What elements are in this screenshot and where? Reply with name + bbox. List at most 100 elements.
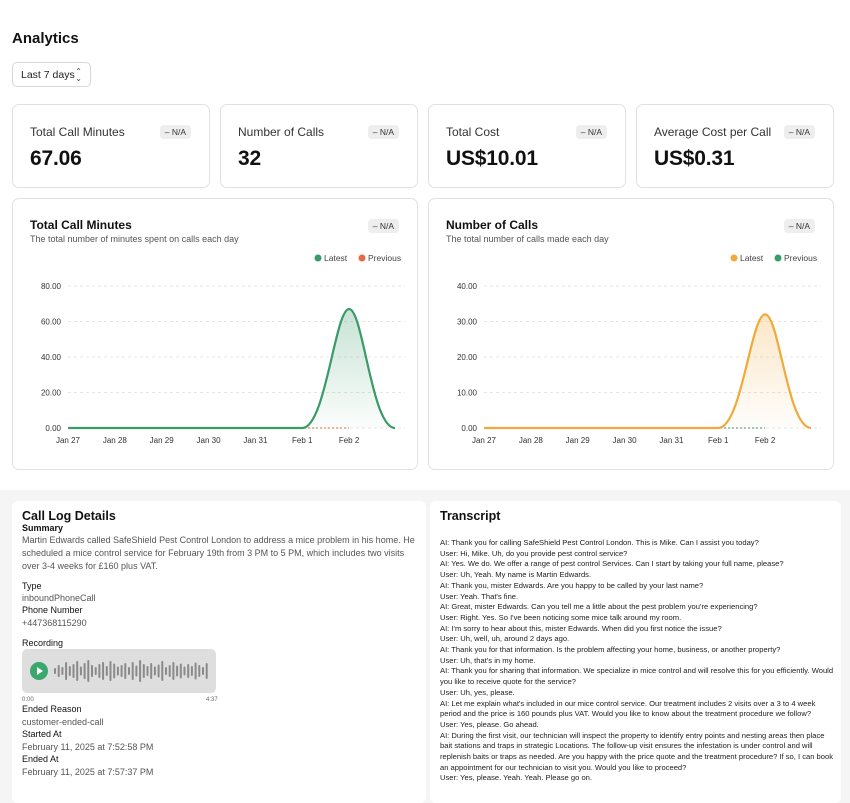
transcript-line: User: Uh, well, uh, around 2 days ago. bbox=[440, 634, 570, 644]
transcript-line: AI: Thank you for sharing that informati… bbox=[440, 666, 834, 687]
change-badge: – N/A bbox=[367, 125, 399, 139]
x-tick-label: Jan 30 bbox=[613, 436, 638, 445]
transcript-line: AI: Yes. We do. We offer a range of pest… bbox=[440, 559, 784, 569]
y-tick-label: 40.00 bbox=[457, 282, 478, 291]
chart-subtitle: The total number of minutes spent on cal… bbox=[30, 234, 239, 244]
y-tick-label: 80.00 bbox=[41, 282, 62, 291]
y-tick-label: 0.00 bbox=[45, 424, 61, 433]
type-value: inboundPhoneCall bbox=[22, 593, 96, 603]
legend-label: Latest bbox=[740, 253, 764, 263]
legend-dot bbox=[314, 254, 322, 262]
legend-dot bbox=[730, 254, 738, 262]
transcript-line: AI: Thank you, mister Edwards. Are you h… bbox=[440, 580, 704, 590]
change-badge: – N/A bbox=[159, 125, 191, 139]
ended-reason-label: Ended Reason bbox=[22, 704, 82, 714]
stat-card-number-of-calls: Number of Calls – N/A 32 bbox=[220, 104, 418, 188]
stat-label: Number of Calls bbox=[238, 125, 325, 139]
started-at-value: February 11, 2025 at 7:52:58 PM bbox=[22, 742, 154, 752]
legend-label: Latest bbox=[324, 253, 348, 263]
y-tick-label: 40.00 bbox=[41, 353, 62, 362]
y-tick-label: 20.00 bbox=[457, 353, 478, 362]
y-tick-label: 10.00 bbox=[457, 389, 478, 398]
transcript-line: AI: Let me explain what's included in ou… bbox=[440, 698, 816, 719]
x-tick-label: Jan 29 bbox=[150, 436, 175, 445]
transcript-line: AI: Great, mister Edwards. Can you tell … bbox=[440, 602, 758, 612]
transcript-line: User: Uh, yes, please. bbox=[440, 687, 515, 697]
x-tick-label: Jan 28 bbox=[519, 436, 544, 445]
x-tick-label: Feb 1 bbox=[292, 436, 313, 445]
chart-title: Number of Calls bbox=[446, 218, 539, 232]
legend-label: Previous bbox=[784, 253, 817, 263]
waveform-icon[interactable] bbox=[54, 657, 212, 685]
phone-value: +447368115290 bbox=[22, 618, 87, 628]
transcript-body: AI: Thank you for calling SafeShield Pes… bbox=[440, 538, 836, 784]
audio-player[interactable] bbox=[22, 649, 216, 693]
ended-at-value: February 11, 2025 at 7:57:37 PM bbox=[22, 767, 154, 777]
stat-card-total-cost: Total Cost – N/A US$10.01 bbox=[428, 104, 626, 188]
series-latest-line bbox=[484, 313, 812, 430]
recording-label: Recording bbox=[22, 638, 64, 648]
summary-text: Martin Edwards called SafeShield Pest Co… bbox=[22, 535, 415, 571]
series-latest-area bbox=[484, 314, 811, 428]
chart-svg: 0.00 20.00 40.00 60.00 80.00 Jan 27 Jan 28 Jan … bbox=[41, 253, 405, 445]
y-tick-label: 60.00 bbox=[41, 318, 62, 327]
x-tick-label: Jan 31 bbox=[659, 436, 684, 445]
transcript-line: User: Yes, please. Yeah. Yeah. Please go… bbox=[440, 773, 592, 783]
series-latest-line bbox=[68, 307, 396, 430]
summary-label: Summary bbox=[22, 523, 64, 533]
transcript-line: User: Yeah. That's fine. bbox=[440, 591, 519, 601]
stat-label: Average Cost per Call bbox=[654, 125, 772, 139]
transcript-panel: Transcript AI: Thank you for calling Saf… bbox=[430, 501, 841, 803]
chart-card-total-call-minutes: Total Call Minutes The total number of m… bbox=[12, 198, 418, 470]
change-badge: – N/A bbox=[783, 125, 815, 139]
transcript-line: AI: Thank you for that information. Is t… bbox=[440, 645, 781, 655]
x-tick-label: Jan 28 bbox=[103, 436, 128, 445]
stat-card-total-call-minutes: Total Call Minutes – N/A 67.06 bbox=[12, 104, 210, 188]
started-at-label: Started At bbox=[22, 729, 62, 739]
chart-title: Total Call Minutes bbox=[30, 218, 132, 232]
transcript-line: User: Right. Yes. So I've been noticing … bbox=[440, 612, 682, 622]
type-label: Type bbox=[22, 581, 42, 591]
stat-value: 32 bbox=[238, 147, 261, 170]
call-log-title: Call Log Details bbox=[22, 509, 116, 523]
legend-dot bbox=[774, 254, 782, 262]
change-badge: – N/A bbox=[783, 219, 815, 233]
x-tick-label: Jan 27 bbox=[472, 436, 497, 445]
stat-value: US$0.31 bbox=[654, 147, 735, 170]
stat-value: 67.06 bbox=[30, 147, 82, 170]
stat-value: US$10.01 bbox=[446, 147, 538, 170]
ended-at-label: Ended At bbox=[22, 754, 59, 764]
change-badge: – N/A bbox=[575, 125, 607, 139]
transcript-line: User: Yes, please. Go ahead. bbox=[440, 719, 539, 729]
stat-label: Total Cost bbox=[446, 125, 500, 139]
x-tick-label: Feb 2 bbox=[755, 436, 776, 445]
phone-label: Phone Number bbox=[22, 605, 83, 615]
date-range-select[interactable]: Last 7 days ⌃ ⌄ bbox=[12, 62, 91, 87]
y-tick-label: 30.00 bbox=[457, 318, 478, 327]
transcript-line: User: Hi, Mike. Uh, do you provide pest … bbox=[440, 548, 628, 558]
chart-svg: 0.00 10.00 20.00 30.00 40.00 Jan 27 Jan 28 Jan … bbox=[457, 253, 821, 445]
stat-card-average-cost-per-call: Average Cost per Call – N/A US$0.31 bbox=[636, 104, 834, 188]
page-title: Analytics bbox=[12, 30, 79, 47]
time-end: 4:37 bbox=[206, 697, 218, 703]
chevron-up-down-icon: ⌃ ⌄ bbox=[75, 67, 82, 83]
x-tick-label: Jan 31 bbox=[243, 436, 268, 445]
transcript-line: AI: During the first visit, our technici… bbox=[440, 730, 834, 772]
x-tick-label: Jan 29 bbox=[566, 436, 591, 445]
series-latest-area bbox=[68, 308, 395, 428]
x-tick-label: Jan 30 bbox=[197, 436, 222, 445]
chart-subtitle: The total number of calls made each day bbox=[446, 234, 609, 244]
time-start: 0:00 bbox=[22, 697, 34, 703]
play-icon[interactable] bbox=[30, 662, 48, 680]
change-badge: – N/A bbox=[367, 219, 399, 233]
call-log-panel: Call Log Details Summary Martin Edwards … bbox=[12, 501, 426, 803]
x-tick-label: Feb 2 bbox=[339, 436, 360, 445]
legend-dot bbox=[358, 254, 366, 262]
x-tick-label: Jan 27 bbox=[56, 436, 81, 445]
y-tick-label: 20.00 bbox=[41, 389, 62, 398]
date-range-value: Last 7 days bbox=[21, 68, 75, 81]
chart-card-number-of-calls: Number of Calls The total number of call… bbox=[428, 198, 834, 470]
legend-label: Previous bbox=[368, 253, 401, 263]
transcript-line: User: Uh, that's in my home. bbox=[440, 655, 536, 665]
transcript-line: User: Uh, Yeah. My name is Martin Edward… bbox=[440, 570, 592, 580]
